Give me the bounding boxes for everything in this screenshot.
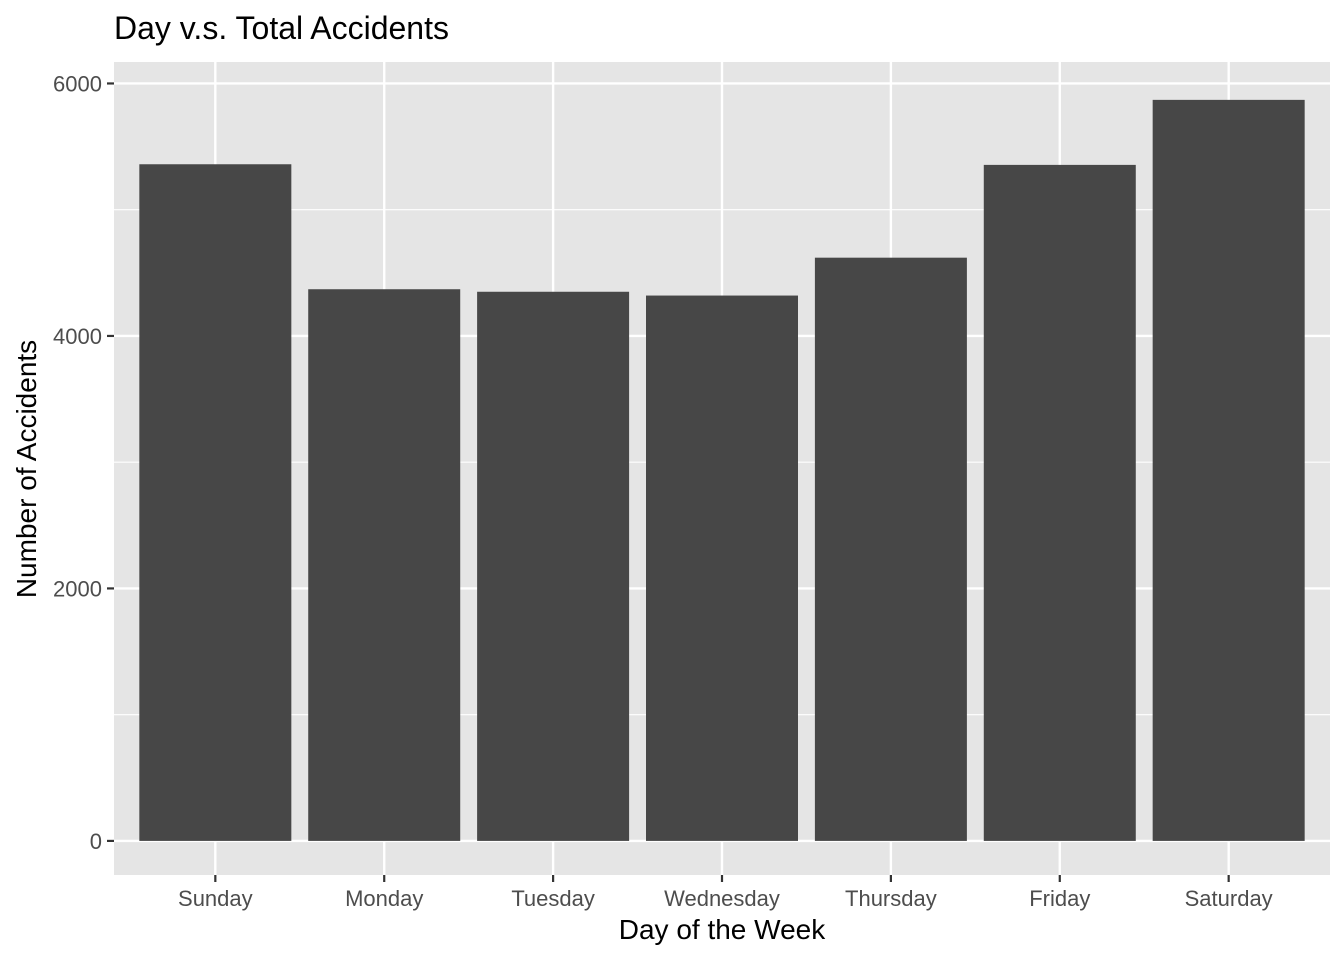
x-tick-label: Monday xyxy=(345,886,423,911)
bar-thursday xyxy=(814,257,967,841)
x-tick-label: Wednesday xyxy=(664,886,780,911)
y-tick-label: 2000 xyxy=(53,576,102,601)
bar-sunday xyxy=(139,164,292,841)
x-tick-label: Sunday xyxy=(178,886,253,911)
chart-title: Day v.s. Total Accidents xyxy=(114,10,449,46)
bar-saturday xyxy=(1152,99,1305,841)
x-axis-title: Day of the Week xyxy=(619,914,826,945)
x-axis: Sunday Monday Tuesday Wednesday Thursday Frid… xyxy=(178,875,1273,911)
bar-friday xyxy=(983,164,1136,841)
bar-tuesday xyxy=(477,291,630,841)
x-tick-label: Thursday xyxy=(845,886,937,911)
y-tick-label: 4000 xyxy=(53,324,102,349)
bar-wednesday xyxy=(646,295,798,841)
bars xyxy=(139,99,1305,841)
x-tick-label: Saturday xyxy=(1185,886,1273,911)
bar-monday xyxy=(308,289,461,841)
y-axis: 0 2000 4000 6000 xyxy=(53,71,114,854)
x-tick-label: Tuesday xyxy=(511,886,595,911)
y-tick-label: 0 xyxy=(90,829,102,854)
y-tick-label: 6000 xyxy=(53,71,102,96)
y-axis-title: Number of Accidents xyxy=(11,340,42,598)
x-tick-label: Friday xyxy=(1029,886,1090,911)
